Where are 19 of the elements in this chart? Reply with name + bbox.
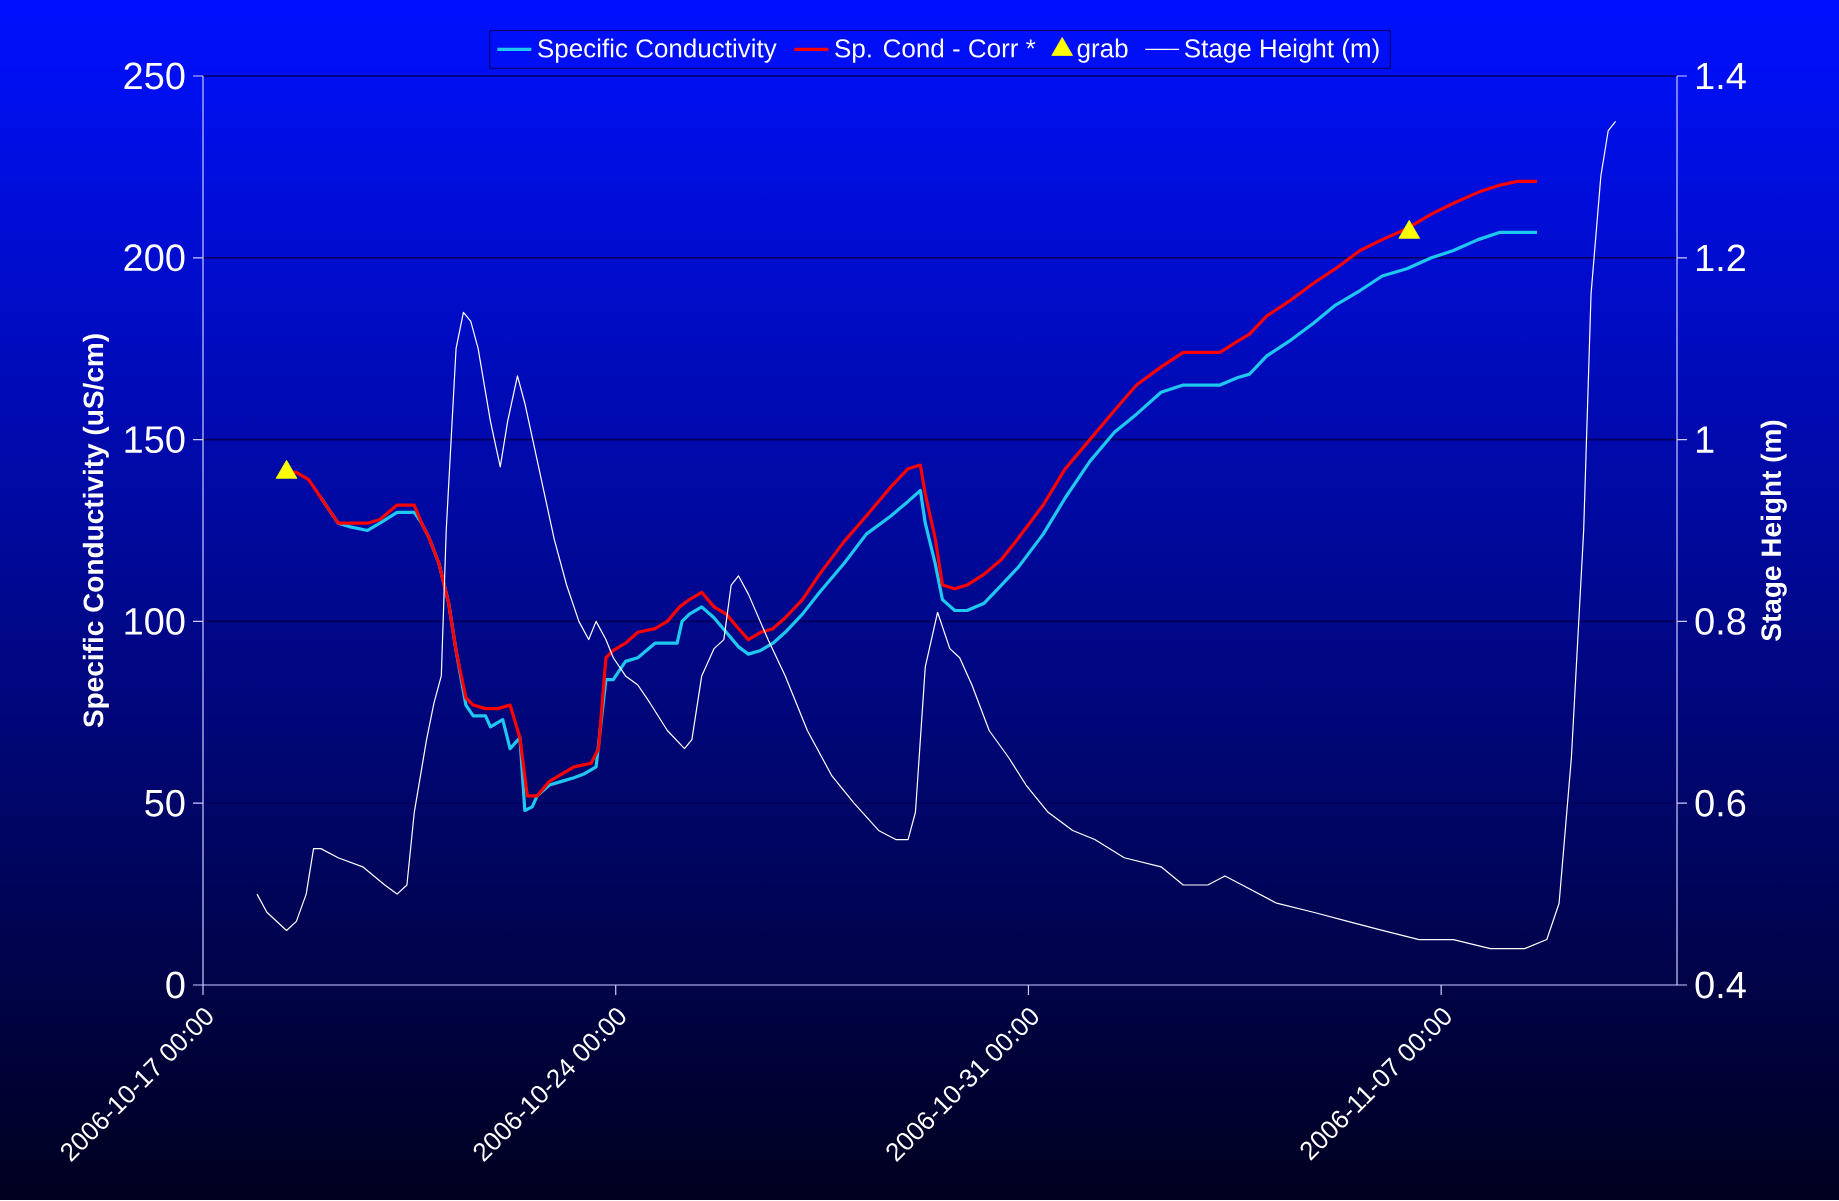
y2-tick-label: 0.4	[1695, 971, 1746, 999]
y-tick-label: 0	[166, 971, 185, 999]
y2-tick-label: 1.2	[1696, 244, 1745, 272]
y2-tick-label: 0.6	[1695, 789, 1746, 817]
y2-tick-label: 0.8	[1695, 607, 1746, 635]
legend-label: grab	[1077, 38, 1128, 63]
y2-axis-title: Stage Height (m)	[1760, 420, 1787, 641]
y-tick-label: 50	[145, 789, 185, 817]
y-tick-label: 100	[125, 607, 185, 635]
line-series	[256, 120, 1617, 950]
y2-tick-label: 1.4	[1696, 62, 1746, 90]
y-tick-label: 150	[125, 426, 185, 454]
legend-label: Sp. Cond - Corr *	[835, 38, 1036, 63]
y-tick-label: 250	[124, 62, 185, 90]
y-tick-label: 200	[124, 244, 185, 272]
legend-label: Stage Height (m)	[1184, 38, 1379, 63]
legend-label: Specific Conductivity	[538, 38, 777, 63]
y-axis-title: Specific Conductivity (uS/cm)	[82, 334, 109, 728]
y2-tick-label: 1	[1696, 426, 1714, 453]
